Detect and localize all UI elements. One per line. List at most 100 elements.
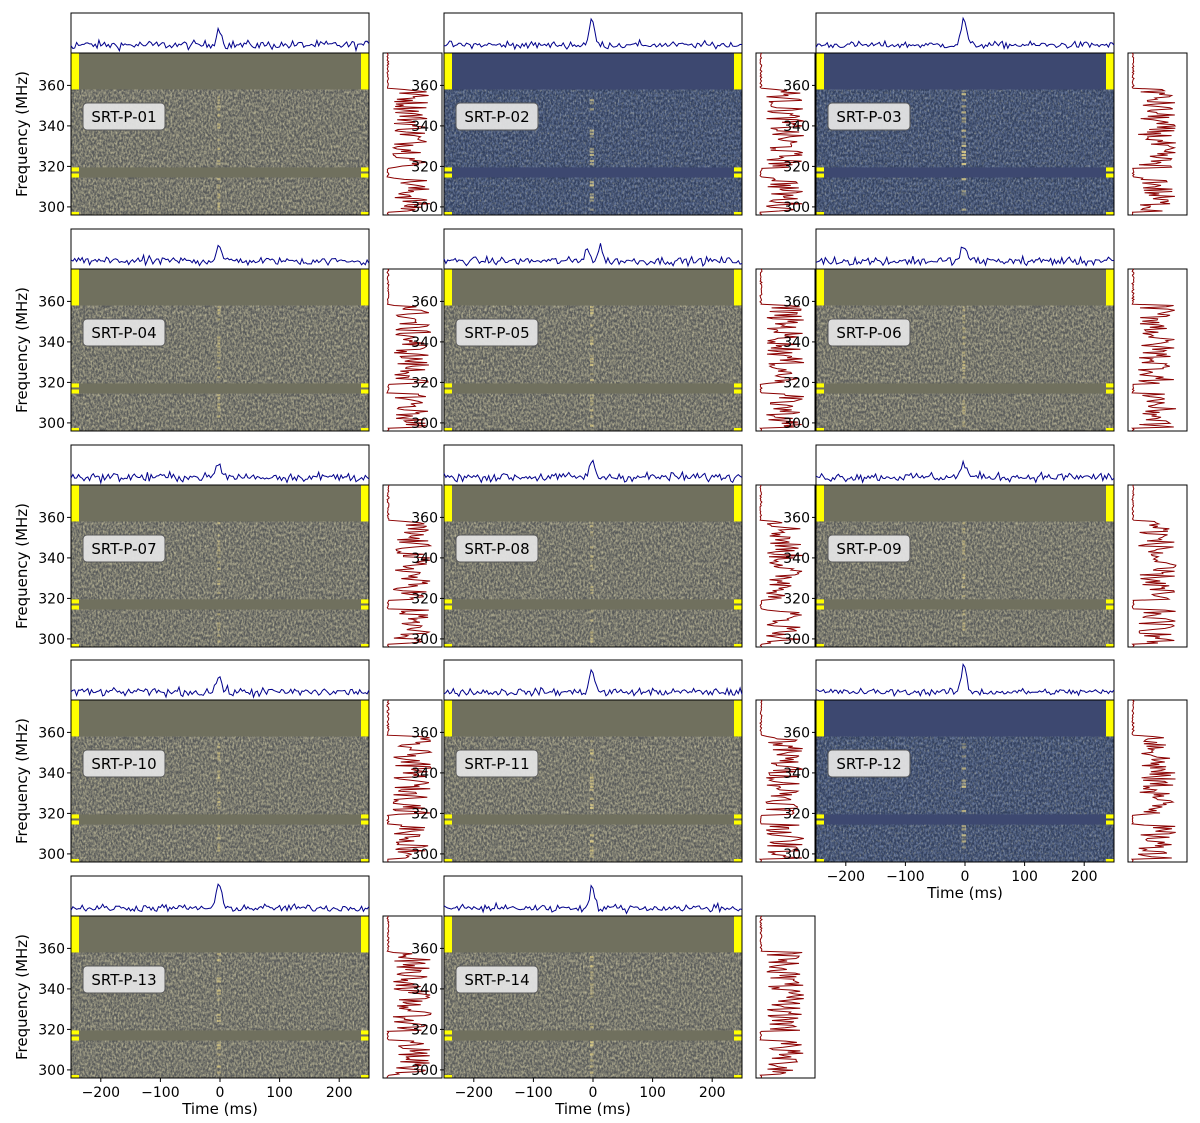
pulse-pixel	[589, 779, 594, 782]
flag-marker	[1106, 53, 1114, 90]
pulse-pixel	[590, 558, 594, 561]
pulse-pixel	[590, 631, 594, 634]
flag-marker	[816, 173, 824, 178]
pulse-pixel	[217, 202, 221, 205]
pulse-pixel	[217, 394, 221, 397]
pulse-pixel	[961, 782, 967, 785]
y-tick-label: 300	[783, 847, 810, 863]
pulse-pixel	[962, 528, 966, 531]
flag-marker	[71, 427, 79, 431]
pulse-pixel	[962, 306, 966, 309]
flag-marker	[816, 211, 824, 215]
x-axis-label: Time (ms)	[926, 884, 1003, 902]
spectrum-line	[386, 52, 431, 215]
y-tick-label: 340	[783, 766, 810, 782]
x-tick-label: 100	[266, 1085, 293, 1101]
flag-marker	[444, 427, 452, 431]
flag-marker	[71, 1036, 79, 1041]
flag-marker	[361, 605, 369, 610]
pulse-pixel	[961, 162, 967, 166]
y-axis-label: Frequency (MHz)	[13, 287, 31, 413]
pulse-pixel	[217, 99, 221, 102]
pulse-pixel	[962, 549, 966, 552]
pulse-profile-line	[815, 459, 1115, 484]
spectrum-line	[386, 699, 433, 862]
pulse-pixel	[217, 825, 221, 828]
flagged-band	[816, 599, 1114, 610]
flag-marker	[444, 643, 452, 647]
pulse-pixel	[590, 977, 594, 980]
x-axis-label: Time (ms)	[554, 1100, 631, 1118]
pulse-pixel	[589, 803, 594, 807]
pulse-pixel	[961, 129, 967, 132]
pulse-pixel	[590, 640, 594, 643]
flag-marker	[444, 1030, 452, 1035]
pulse-pixel	[962, 613, 966, 616]
panel-label-text: SRT-P-10	[91, 755, 156, 773]
pulse-pixel	[590, 971, 594, 974]
y-tick-label: 360	[411, 510, 438, 526]
pulse-pixel	[590, 378, 594, 382]
pulse-pixel	[216, 1053, 221, 1056]
pulse-pixel	[589, 806, 594, 810]
flag-marker	[444, 858, 452, 862]
flag-marker	[1106, 269, 1114, 306]
y-tick-label: 320	[411, 375, 438, 391]
pulse-pixel	[962, 573, 966, 576]
pulse-pixel	[589, 108, 594, 111]
pulse-pixel	[961, 193, 967, 196]
pulse-pixel	[962, 315, 966, 318]
x-tick-label: 200	[1071, 869, 1098, 885]
flag-marker	[816, 485, 824, 522]
pulse-pixel	[590, 637, 594, 640]
profile-frame	[815, 12, 1115, 54]
y-tick-label: 340	[411, 119, 438, 135]
flag-marker	[71, 916, 79, 953]
flag-marker	[71, 820, 79, 825]
pulse-pixel	[590, 959, 594, 962]
flag-marker	[816, 858, 824, 862]
flagged-band	[71, 916, 369, 953]
flag-marker	[361, 269, 369, 306]
pulse-profile-line	[70, 244, 370, 267]
pulse-pixel	[589, 752, 594, 755]
y-tick-label: 340	[411, 551, 438, 567]
panel-srt-p-05: 300 320 340 360 SRT-P-05	[411, 228, 816, 432]
dynamic-spectrum	[444, 916, 742, 1078]
y-tick-label: 360	[38, 725, 65, 741]
pulse-pixel	[217, 178, 221, 181]
y-tick-label: 320	[783, 591, 810, 607]
panel-srt-p-01: 300 320 340 360 Frequency (MHz) SRT-P-01	[13, 12, 443, 216]
flag-marker	[734, 173, 742, 178]
flagged-band	[444, 700, 742, 737]
y-tick-label: 320	[38, 375, 65, 391]
flag-marker	[71, 53, 79, 90]
pulse-pixel	[216, 1047, 221, 1050]
pulse-pixel	[590, 546, 594, 549]
panel-label-box	[827, 102, 911, 131]
pulse-pixel	[961, 135, 967, 138]
flag-marker	[734, 389, 742, 394]
flagged-band	[816, 383, 1114, 394]
dynamic-spectrum	[816, 485, 1114, 647]
y-tick-label: 320	[38, 591, 65, 607]
y-tick-label: 300	[411, 1063, 438, 1079]
spectrum-line	[386, 915, 432, 1078]
pulse-pixel	[590, 342, 594, 345]
pulse-pixel	[962, 400, 966, 403]
panel-label-box	[827, 749, 911, 778]
pulse-pixel	[962, 366, 966, 370]
pulse-pixel	[962, 351, 966, 354]
pulse-pixel	[590, 534, 594, 537]
pulse-pixel	[589, 147, 594, 150]
profile-frame	[815, 659, 1115, 701]
y-tick-label: 300	[783, 200, 810, 216]
flag-marker	[71, 700, 79, 737]
pulse-profile-line	[443, 17, 743, 51]
pulse-pixel	[216, 977, 221, 980]
flag-marker	[361, 700, 369, 737]
pulse-pixel	[589, 196, 594, 199]
pulse-pixel	[589, 785, 594, 788]
panel-label-box	[82, 102, 166, 131]
pulse-pixel	[961, 90, 967, 93]
